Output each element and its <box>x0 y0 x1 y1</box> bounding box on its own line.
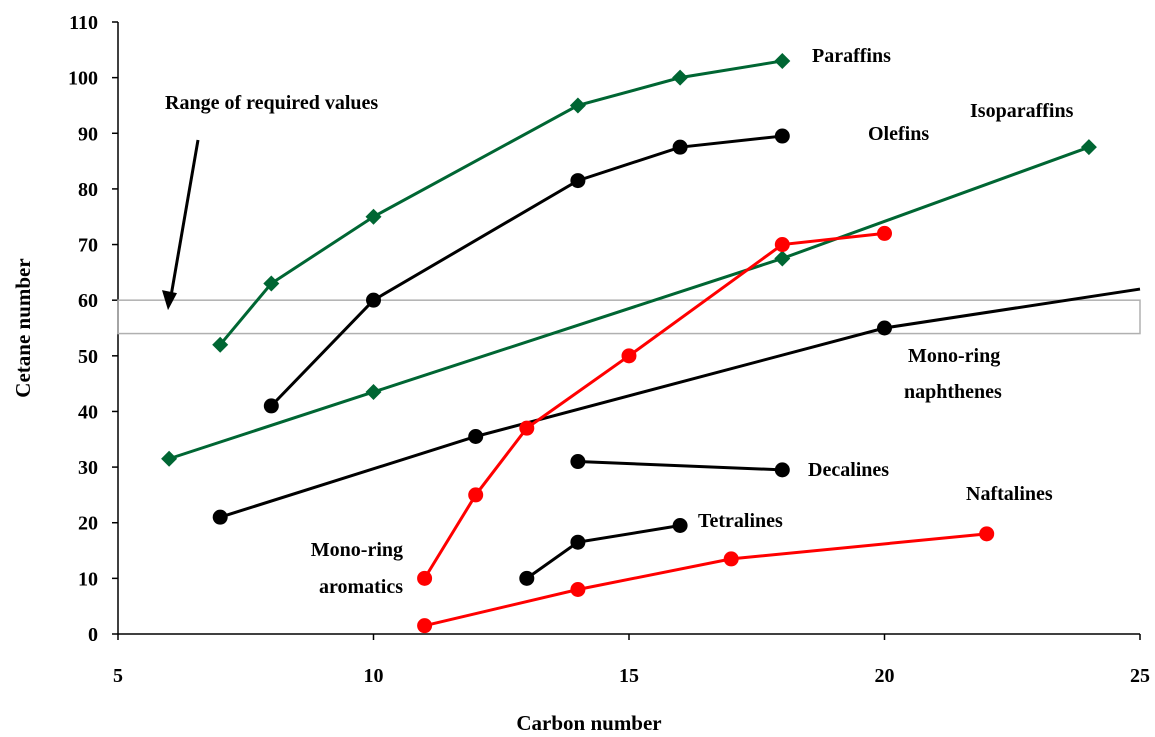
annotation-label: Tetralines <box>698 510 783 532</box>
data-point-olefins <box>570 173 586 189</box>
series-mono-ring-aromatics <box>417 225 892 586</box>
x-tick-label: 25 <box>1130 665 1150 687</box>
data-point-isoparaffins <box>774 250 791 267</box>
data-point-olefins <box>263 398 279 414</box>
annotation-label: Olefins <box>868 123 929 145</box>
data-point-mono-ring-aromatics <box>621 348 637 364</box>
series-naftalines <box>417 526 995 634</box>
data-point-decalines <box>570 454 586 470</box>
x-tick-label: 20 <box>875 665 895 687</box>
y-tick-label: 10 <box>78 568 98 590</box>
data-point-paraffins <box>672 69 689 86</box>
axes: 0 10 20 30 40 50 60 70 80 90 100 110 5 10 15 20 25 Carbon… <box>11 12 1150 735</box>
series-line-decalines <box>577 460 783 472</box>
data-point-naftalines <box>417 618 433 634</box>
data-point-tetralines <box>672 518 688 534</box>
data-point-mono-ring-aromatics <box>877 225 892 241</box>
data-point-mono-ring-aromatics <box>468 487 484 503</box>
required-range-band-layer <box>117 139 1141 335</box>
annotation-label: Mono-ring <box>908 345 1000 367</box>
y-tick-label: 40 <box>78 401 98 423</box>
required-range-band <box>117 299 1141 335</box>
y-tick-label: 50 <box>78 346 98 368</box>
annotation-label: Isoparaffins <box>970 100 1074 122</box>
series-isoparaffins <box>161 139 1097 467</box>
data-point-isoparaffins <box>1080 139 1097 156</box>
series-line-isoparaffins <box>168 145 1090 461</box>
data-point-paraffins <box>263 275 280 292</box>
data-point-mono-ring-aromatics <box>417 570 433 586</box>
range-arrow-shaft <box>169 139 200 297</box>
series-tetralines <box>519 518 688 586</box>
series-line-paraffins <box>219 59 783 346</box>
series-line-mono-ring-naphthenes <box>219 287 1141 519</box>
series-mono-ring-naphthenes <box>212 287 1141 525</box>
data-point-mono-ring-naphthenes <box>212 509 228 525</box>
x-tick-label: 5 <box>113 665 123 687</box>
annotation-label: naphthenes <box>904 381 1002 403</box>
x-tick-label: 15 <box>619 665 639 687</box>
data-point-tetralines <box>519 570 535 586</box>
data-point-naftalines <box>979 526 995 542</box>
data-point-mono-ring-aromatics <box>519 420 535 436</box>
annotation-label: Naftalines <box>966 483 1053 505</box>
annotation-label: Paraffins <box>812 45 891 67</box>
data-point-olefins <box>774 128 790 144</box>
series-line-tetralines <box>525 524 681 580</box>
data-point-mono-ring-naphthenes <box>468 428 484 444</box>
data-point-paraffins <box>569 97 586 114</box>
x-tick-label: 10 <box>364 665 384 687</box>
data-point-tetralines <box>570 534 586 550</box>
data-point-isoparaffins <box>365 383 382 400</box>
y-tick-label: 30 <box>78 457 98 479</box>
annotation-label: aromatics <box>319 576 403 598</box>
series-line-naftalines <box>424 532 987 628</box>
y-tick-label: 80 <box>78 179 98 201</box>
data-point-olefins <box>366 292 381 308</box>
data-point-paraffins <box>774 52 791 69</box>
series-decalines <box>570 454 790 478</box>
y-tick-label: 20 <box>78 513 98 535</box>
y-axis-title: Cetane number <box>11 258 35 397</box>
annotation-label: Range of required values <box>165 92 378 114</box>
series-olefins <box>263 128 790 414</box>
y-tick-label: 110 <box>69 12 98 34</box>
data-point-paraffins <box>212 336 229 353</box>
y-tick-label: 90 <box>78 123 98 145</box>
series-line-olefins <box>270 134 783 407</box>
y-tick-label: 100 <box>68 68 98 90</box>
data-point-decalines <box>774 462 790 478</box>
data-point-paraffins <box>365 208 382 225</box>
data-point-naftalines <box>723 551 739 567</box>
data-point-mono-ring-aromatics <box>774 237 790 253</box>
series-layer <box>161 52 1141 634</box>
data-point-olefins <box>672 139 688 155</box>
series-line-mono-ring-aromatics <box>423 231 885 580</box>
series-paraffins <box>212 52 791 353</box>
x-axis-title: Carbon number <box>516 711 661 735</box>
y-tick-label: 70 <box>78 235 98 257</box>
y-tick-label: 0 <box>88 624 98 646</box>
data-point-naftalines <box>570 581 586 597</box>
annotation-label: Decalines <box>808 459 889 481</box>
y-tick-label: 60 <box>78 290 98 312</box>
range-arrow-head <box>162 290 177 311</box>
data-point-isoparaffins <box>161 450 178 467</box>
annotation-layer: Paraffins Olefins Isoparaffins Mono-ring nap… <box>165 45 1074 598</box>
annotation-label: Mono-ring <box>311 539 403 561</box>
data-point-mono-ring-naphthenes <box>877 320 892 336</box>
